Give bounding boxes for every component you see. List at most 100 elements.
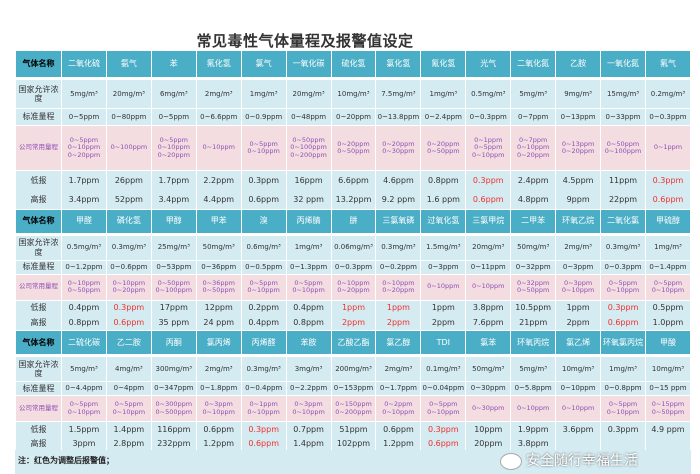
company-range-value: 0~15ppm (651, 400, 685, 409)
table-cell: 0~1ppm 0~5ppm 0~10ppm (465, 125, 512, 171)
row-label: 标准量程 (15, 259, 62, 275)
table-cell: 0.3mg/m³ (375, 233, 422, 261)
table-cell: 10.5ppm (510, 300, 557, 315)
company-range-value: 0~100ppm (110, 143, 148, 152)
table-cell: 0~5ppm 0~10ppm (240, 125, 287, 171)
table-cell: 0~0.2ppm (375, 259, 422, 275)
company-range-value: 0~10ppm (112, 407, 146, 416)
watermark: 安全随行幸福生活 (500, 453, 638, 470)
company-range-value: 0~30ppm (382, 147, 415, 155)
table-cell: 0~80ppm (105, 108, 152, 126)
table-cell: 0.1mg/m³ (420, 355, 467, 382)
company-range-value: 0~10ppm (67, 143, 101, 152)
table-cell: 0~0.4ppm (240, 381, 287, 396)
company-range-value: 0~10ppm (67, 407, 101, 416)
company-range-value: 0~1ppm (474, 135, 503, 144)
company-range-value: 0~10ppm (606, 286, 640, 294)
company-range-value: 0~32ppm (516, 278, 550, 287)
table-cell: 50mg/m³ (510, 233, 557, 261)
standard-range-row: 标准量程 0~5ppm 0~80ppm 0~5ppm 0~6.6ppm 0~0.9ppm 0… (15, 108, 692, 126)
company-range-value: 0~10ppm (472, 150, 505, 159)
table-cell: 50mg/m³ (465, 355, 512, 382)
table-cell: 0~5ppm 0~10ppm 0~20ppm (61, 125, 107, 171)
table-cell: 1.5mg/m³ (420, 233, 467, 261)
table-cell: 0.8ppm (285, 315, 332, 330)
company-range-row: 公司常用量程 0~5ppm 0~10ppm 0~5ppm 0~10ppm 0~300ppm… (15, 395, 692, 422)
table-cell: 0~0.6ppm (105, 259, 152, 275)
gas-name-cell: 二硫化碳 (61, 330, 107, 357)
gas-name-cell: 氯乙醇 (375, 330, 422, 357)
company-range-value: 0~10ppm (157, 143, 191, 152)
table-cell: 0~0.3ppm (330, 259, 377, 275)
table-cell: 0~11ppm (465, 259, 512, 275)
company-range-value: 0~7ppm (519, 135, 548, 144)
table-cell: 0~0.8ppm (600, 381, 646, 396)
company-range-value: 0~5ppm (159, 135, 188, 144)
company-range-value: 0~1ppm (653, 143, 683, 152)
table-cell: 1mg/m³ (644, 233, 692, 261)
table-cell: 9ppm (555, 190, 602, 209)
table-cell: 0~48ppm (285, 108, 332, 126)
table-cell: 0~1.3ppm (285, 259, 332, 275)
company-range-value: 0~5ppm (249, 139, 278, 148)
table-cell: 0~0.3ppm (600, 259, 646, 275)
table-cell: 0~10ppm 0~20ppm (105, 273, 152, 301)
table-cell: 0~1.2ppm (61, 259, 107, 275)
gas-name-cell: 磷化氢 (105, 208, 152, 236)
company-range-value: 0~10ppm (292, 286, 325, 294)
company-range-value: 0~20ppm (67, 150, 101, 159)
table-cell: 0~10ppm (510, 395, 557, 422)
table-cell: 1mg/m³ (240, 78, 287, 109)
company-range-value: 0~30ppm (472, 403, 505, 412)
table-cell: 0~50ppm 0~100ppm (150, 273, 197, 301)
table-cell: 1.0ppm (644, 315, 692, 330)
company-range-value: 0~100ppm (155, 286, 193, 294)
gas-name-cell: 甲酸 (644, 330, 692, 357)
table-cell: 0~0.5ppm (240, 259, 287, 275)
table-cell: 35 ppm (150, 315, 197, 330)
gas-name-cell: 氯苯 (465, 330, 512, 357)
table-cell: 3.8ppm (510, 436, 557, 452)
table-cell: 7.5mg/m³ (375, 78, 422, 109)
company-range-row: 公司常用量程 0~10ppm 0~50ppm 0~10ppm 0~20ppm 0~50pp… (15, 273, 692, 301)
table-cell: 0~10ppm (420, 273, 467, 301)
gas-table-section: 气体名称 二氧化硫 氨气苯氟化氢 氯气 一氧化碳 硫化氢 氯化氢 氰化氢 光气 二氧化氮 乙胺 一氧化… (15, 50, 692, 209)
table-cell: 10mg/m³ (555, 355, 602, 382)
table-cell: 0.3ppm (465, 170, 512, 191)
table-cell: 102ppm (330, 436, 377, 452)
table-cell: 4.4ppm (195, 190, 242, 209)
low-alarm-row: 低报 1.5ppm 1.4ppm 116ppm 0.6ppm 0.3ppm 0.7ppm 51… (15, 421, 692, 437)
gas-name-cell: 乙胺 (555, 50, 602, 80)
table-cell: 6mg/m³ (150, 78, 197, 109)
table-cell: 1mg/m³ (285, 233, 332, 261)
company-range-value: 0~20ppm (382, 139, 415, 148)
table-cell: 11ppm (600, 170, 646, 191)
table-cell: 0~5ppm 0~10ppm (600, 395, 646, 422)
table-cell: 20mg/m³ (285, 78, 332, 109)
company-range-value: 0~50ppm (202, 286, 235, 294)
row-label: 气体名称 (15, 208, 62, 236)
row-label: 公司常用量程 (15, 273, 62, 301)
table-cell: 0.06mg/m³ (330, 233, 377, 261)
table-cell: 0~7ppm (510, 108, 557, 126)
wechat-icon (500, 453, 522, 470)
gas-name-row: 气体名称 二氧化硫 氨气苯氟化氢 氯气 一氧化碳 硫化氢 氯化氢 氰化氢 光气 二氧化氮 乙胺 一氧化… (15, 50, 692, 80)
table-cell: 0~2.2ppm (285, 381, 332, 396)
table-cell: 26ppm (105, 170, 152, 191)
gas-table-section: 气体名称 二硫化碳 乙二胺 丙酮 氯丙烯 丙烯醛 苯胺 乙酸乙酯 氯乙醇 TDI 氯苯 环氧丙烷 氯乙烯… (15, 330, 692, 452)
table-cell: 9.2 ppm (375, 190, 422, 209)
gas-name-cell: 二氧化氮 (510, 50, 557, 80)
table-cell: 2ppm (330, 315, 377, 330)
table-cell: 0~10ppm (555, 395, 602, 422)
row-label: 低报 (15, 421, 62, 437)
gas-name-cell: 二甲苯 (510, 208, 557, 236)
table-cell: 15mg/m³ (600, 78, 646, 109)
table-cell: 3.4ppm (150, 190, 197, 209)
watermark-text: 安全随行幸福生活 (526, 453, 638, 469)
company-range-value: 0~10ppm (202, 407, 235, 416)
table-cell: 0~347ppm (150, 381, 197, 396)
company-range-value: 0~3ppm (563, 278, 593, 287)
table-cell: 0~10ppm (465, 273, 512, 301)
table-cell: 1mg/m³ (600, 355, 646, 382)
table-cell: 0.3ppm (240, 421, 287, 437)
